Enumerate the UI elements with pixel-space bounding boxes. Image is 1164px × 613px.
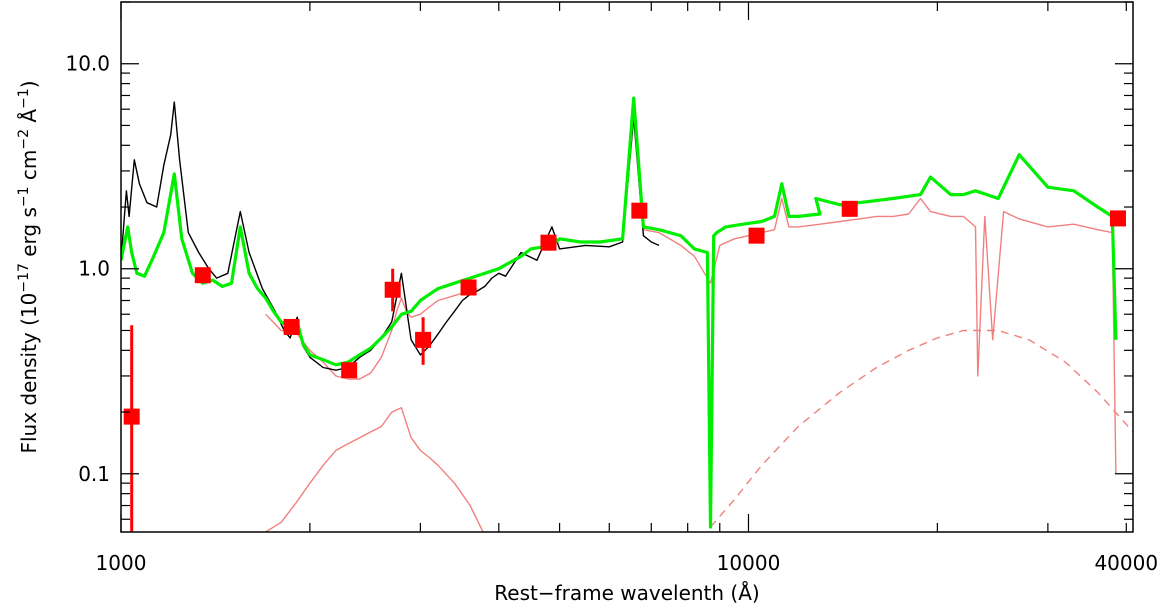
photometry-point-5 — [415, 331, 432, 348]
ticks-layer: 1000 10000 40000 0.1 1.0 10.0 — [65, 1, 1158, 575]
y-tick-label: 1.0 — [78, 257, 110, 281]
y-axis-label-text: cm — [17, 150, 41, 187]
photometry-point-4 — [384, 281, 401, 298]
series-line-component-4 — [265, 407, 484, 532]
y-axis-label-exponent: −2 — [16, 129, 32, 150]
photometry-point-10 — [841, 200, 858, 217]
y-axis-label-text: Å — [17, 109, 41, 129]
photometry-point-9 — [748, 227, 765, 244]
y-axis-label-text: Flux density (10 — [17, 293, 41, 454]
series-line-total-1 — [121, 96, 1118, 529]
x-tick-label: 10000 — [717, 551, 781, 575]
photometry-point-0 — [123, 408, 140, 425]
photometry-point-3 — [341, 362, 358, 379]
y-tick-label: 10.0 — [65, 52, 110, 76]
plot-frame — [120, 1, 1134, 533]
photometry-layer — [123, 200, 1126, 532]
photometry-point-11 — [1109, 210, 1126, 227]
y-axis-label-exponent: −17 — [16, 263, 32, 293]
photometry-point-1 — [194, 267, 211, 284]
photometry-point-7 — [540, 234, 557, 251]
photometry-point-6 — [460, 279, 477, 296]
y-axis-label-exponent: −1 — [16, 186, 32, 207]
x-tick-label: 40000 — [1094, 551, 1158, 575]
photometry-point-8 — [631, 202, 648, 219]
series-line-component-dashed-5 — [709, 329, 1133, 528]
y-tick-label: 0.1 — [78, 462, 110, 486]
photometry-point-2 — [283, 318, 300, 335]
y-axis-label-text: ) — [17, 80, 41, 88]
y-axis-label-exponent: −1 — [16, 88, 32, 109]
y-axis-label: Flux density (10−17 erg s−1 cm−2 Å−1) — [16, 80, 41, 453]
x-tick-label: 1000 — [96, 551, 147, 575]
series-line-observed-0 — [121, 101, 660, 371]
x-axis-label: Rest−frame wavelenth (Å) — [494, 581, 759, 605]
series-layer — [121, 96, 1133, 532]
series-line-component-2 — [621, 97, 1117, 474]
y-axis-label-text: erg s — [17, 207, 41, 263]
